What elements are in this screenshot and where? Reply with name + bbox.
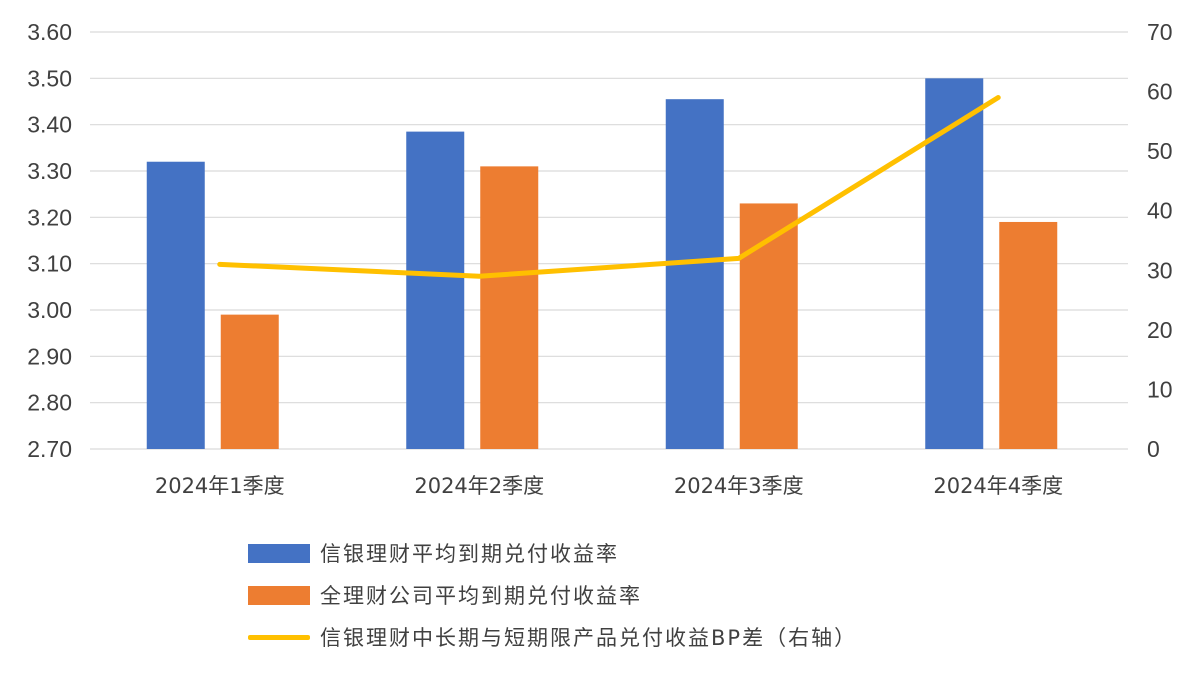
bar	[925, 78, 984, 449]
bar	[220, 314, 279, 449]
legend-swatch-orange	[248, 585, 310, 605]
series-line	[217, 95, 1001, 279]
right-axis-tick-label: 0	[1147, 436, 1160, 462]
legend-item-series-1: 信银理财平均到期兑付收益率	[248, 532, 1008, 574]
legend-label: 信银理财中长期与短期限产品兑付收益BP差（右轴）	[320, 626, 858, 650]
right-axis-tick-label: 50	[1147, 138, 1173, 164]
left-axis-tick-label: 2.90	[27, 343, 72, 369]
bar	[146, 161, 205, 449]
right-axis-tick-label: 70	[1147, 19, 1173, 45]
bar	[739, 203, 798, 449]
bar	[999, 221, 1058, 449]
combo-chart: 2.70 2.80 2.90 3.00 3.10 3.20 3.30 3.40 3.50 3.60…	[27, 19, 1173, 498]
left-axis-tick-label: 3.20	[27, 204, 72, 230]
category-labels: 2024年1季度 2024年2季度 2024年3季度 2024年4季度	[155, 474, 1063, 498]
right-axis-tick-label: 40	[1147, 198, 1173, 224]
legend-swatch-blue	[248, 543, 310, 563]
category-label: 2024年4季度	[933, 474, 1063, 498]
legend-swatch-line	[248, 634, 310, 640]
left-axis-tick-label: 3.40	[27, 112, 72, 138]
category-label: 2024年3季度	[674, 474, 804, 498]
left-axis-tick-label: 3.30	[27, 158, 72, 184]
line-series	[217, 95, 1001, 279]
right-axis-tick-label: 20	[1147, 317, 1173, 343]
bar	[406, 131, 465, 449]
right-axis-ticks: 0 10 20 30 40 50 60 70	[1147, 19, 1173, 462]
right-axis-tick-label: 30	[1147, 257, 1173, 283]
left-axis-tick-label: 3.00	[27, 297, 72, 323]
legend: 信银理财平均到期兑付收益率 全理财公司平均到期兑付收益率 信银理财中长期与短期限…	[248, 532, 1008, 658]
bar	[480, 166, 539, 449]
category-label: 2024年1季度	[155, 474, 285, 498]
legend-item-series-2: 全理财公司平均到期兑付收益率	[248, 574, 1008, 616]
left-axis-tick-label: 3.50	[27, 65, 72, 91]
right-axis-tick-label: 10	[1147, 376, 1173, 402]
left-axis-tick-label: 2.70	[27, 436, 72, 462]
left-axis-tick-label: 3.10	[27, 251, 72, 277]
legend-label: 全理财公司平均到期兑付收益率	[320, 584, 642, 608]
left-axis-tick-label: 3.60	[27, 19, 72, 45]
bar	[665, 99, 724, 449]
right-axis-tick-label: 60	[1147, 79, 1173, 105]
bar-series	[146, 78, 1058, 449]
legend-item-series-3: 信银理财中长期与短期限产品兑付收益BP差（右轴）	[248, 616, 1008, 658]
category-label: 2024年2季度	[414, 474, 544, 498]
legend-label: 信银理财平均到期兑付收益率	[320, 542, 619, 566]
left-axis-ticks: 2.70 2.80 2.90 3.00 3.10 3.20 3.30 3.40 3.50 3.60	[27, 19, 72, 462]
left-axis-tick-label: 2.80	[27, 390, 72, 416]
